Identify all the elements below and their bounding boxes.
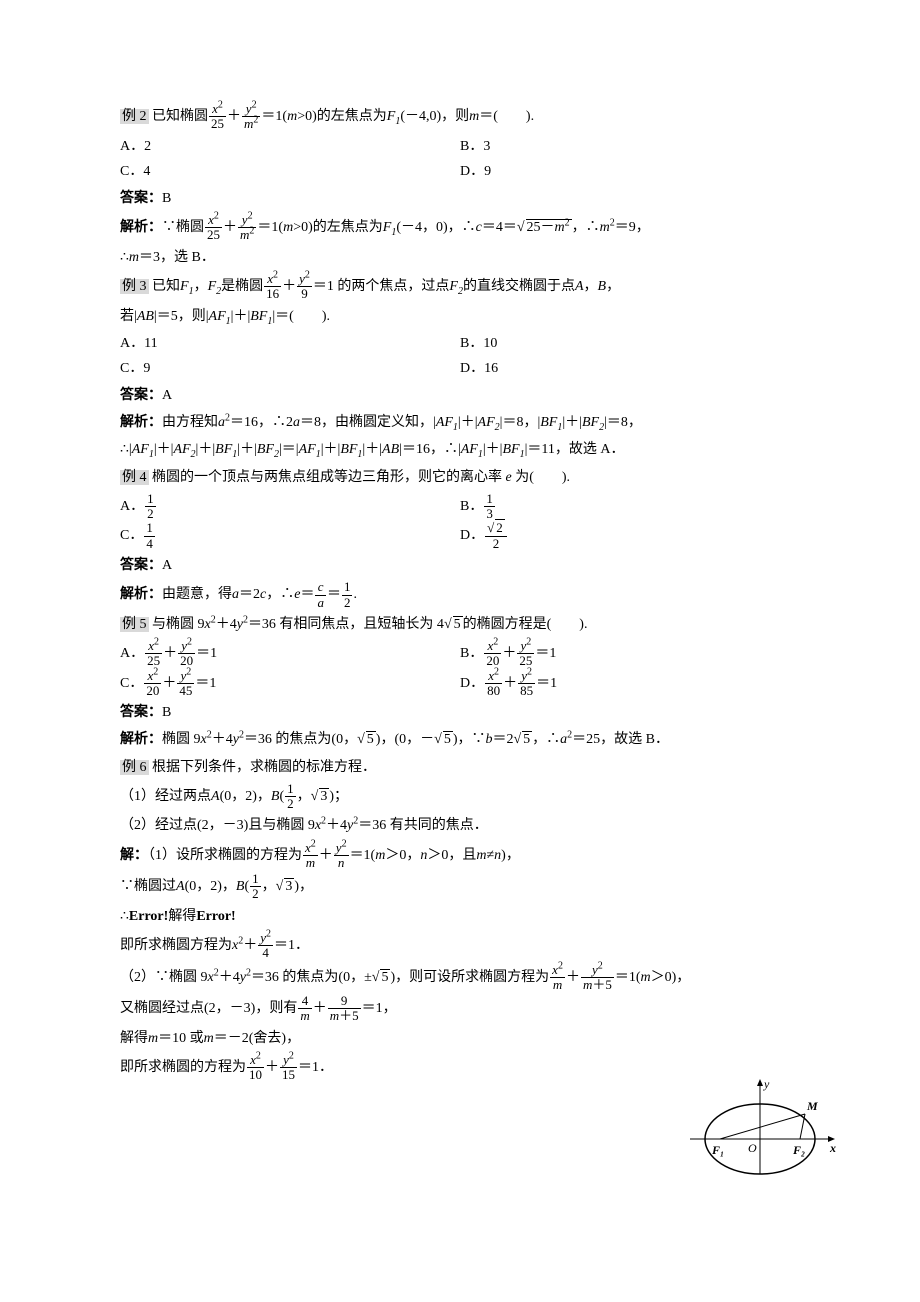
ex3-optA: A．11: [120, 331, 460, 356]
ellipse-figure: y x O F₁ F₂ M: [680, 1074, 840, 1194]
axis-y-label: y: [763, 1077, 770, 1091]
ex6-label: 例 6: [120, 760, 149, 775]
ex5-optC: C．x220＋y245＝1: [120, 669, 460, 699]
ex4-label: 例 4: [120, 470, 149, 485]
ex5-label: 例 5: [120, 617, 149, 632]
ex4-question: 例 4 椭圆的一个顶点与两焦点组成等边三角形，则它的离心率 e 为( ).: [120, 465, 800, 490]
ex5-explanation: 解析：椭圆 9x2＋4y2＝36 的焦点为(0，5)，(0，－5)，∵b＝25，…: [120, 727, 800, 752]
origin-label: O: [748, 1141, 757, 1155]
ex3-optC: C．9: [120, 356, 460, 381]
ex3-optD: D．16: [460, 356, 800, 381]
ex3-explanation: 解析：由方程知a2＝16，∴2a＝8，由椭圆定义知，|AF1|＋|AF2|＝8，…: [120, 410, 800, 435]
ex2-answer: 答案：B: [120, 186, 800, 211]
f2-label: F₂: [792, 1143, 805, 1157]
axis-x-label: x: [829, 1141, 836, 1155]
ex2-explanation: 解析：∵椭圆x225＋y2m2＝1(m>0)的左焦点为F1(－4，0)，∴c＝4…: [120, 213, 800, 243]
ex6-solution-2: （2）∵椭圆 9x2＋4y2＝36 的焦点为(0，±5)，则可设所求椭圆方程为x…: [120, 963, 800, 993]
f1-label: F₁: [711, 1143, 724, 1157]
ex3-optB: B．10: [460, 331, 800, 356]
ex2-optA: A．2: [120, 134, 460, 159]
ex2-optC: C．4: [120, 159, 460, 184]
ex6-solution-1: 解：（1）设所求椭圆的方程为x2m＋y2n＝1(m＞0，n＞0，且m≠n)，: [120, 841, 800, 871]
ex4-optB: B．13: [460, 492, 800, 522]
ex3-answer: 答案：A: [120, 383, 800, 408]
ex4-optC: C．14: [120, 521, 460, 551]
ex5-optD: D．x280＋y285＝1: [460, 669, 800, 699]
error-text-2: Error!: [196, 909, 235, 924]
ex5-options: A．x225＋y220＝1 B．x220＋y225＝1 C．x220＋y245＝…: [120, 639, 800, 698]
ex4-optA: A．12: [120, 492, 460, 522]
ex5-optB: B．x220＋y225＝1: [460, 639, 800, 669]
ex3-question: 例 3 已知F1，F2是椭圆x216＋y29＝1 的两个焦点，过点F2的直线交椭…: [120, 272, 800, 302]
ex4-explanation: 解析：由题意，得a＝2c，∴e＝ca＝12.: [120, 580, 800, 610]
ex2-question: 例 2 已知椭圆x225＋y2m2＝1(m>0)的左焦点为F1(－4,0)，则m…: [120, 102, 800, 132]
ex5-question: 例 5 与椭圆 9x2＋4y2＝36 有相同焦点，且短轴长为 45的椭圆方程是(…: [120, 612, 800, 637]
ex5-answer: 答案：B: [120, 700, 800, 725]
ex4-answer: 答案：A: [120, 553, 800, 578]
ex5-optA: A．x225＋y220＝1: [120, 639, 460, 669]
error-text-1: Error!: [129, 909, 168, 924]
ex2-options: A．2 B．3 C．4 D．9: [120, 134, 800, 184]
ex6-question: 例 6 根据下列条件，求椭圆的标准方程．: [120, 755, 800, 780]
ex4-options: A．12 B．13 C．14 D．22: [120, 492, 800, 551]
ex2-optD: D．9: [460, 159, 800, 184]
m-label: M: [806, 1099, 818, 1113]
ex6-part1: （1）经过两点A(0，2)，B(12，3)；: [120, 782, 800, 812]
ex2-label: 例 2: [120, 109, 149, 124]
ex4-optD: D．22: [460, 521, 800, 551]
ex6-part2: （2）经过点(2，－3)且与椭圆 9x2＋4y2＝36 有共同的焦点．: [120, 813, 800, 838]
ex3-label: 例 3: [120, 279, 149, 294]
ex2-optB: B．3: [460, 134, 800, 159]
ex3-options: A．11 B．10 C．9 D．16: [120, 331, 800, 381]
